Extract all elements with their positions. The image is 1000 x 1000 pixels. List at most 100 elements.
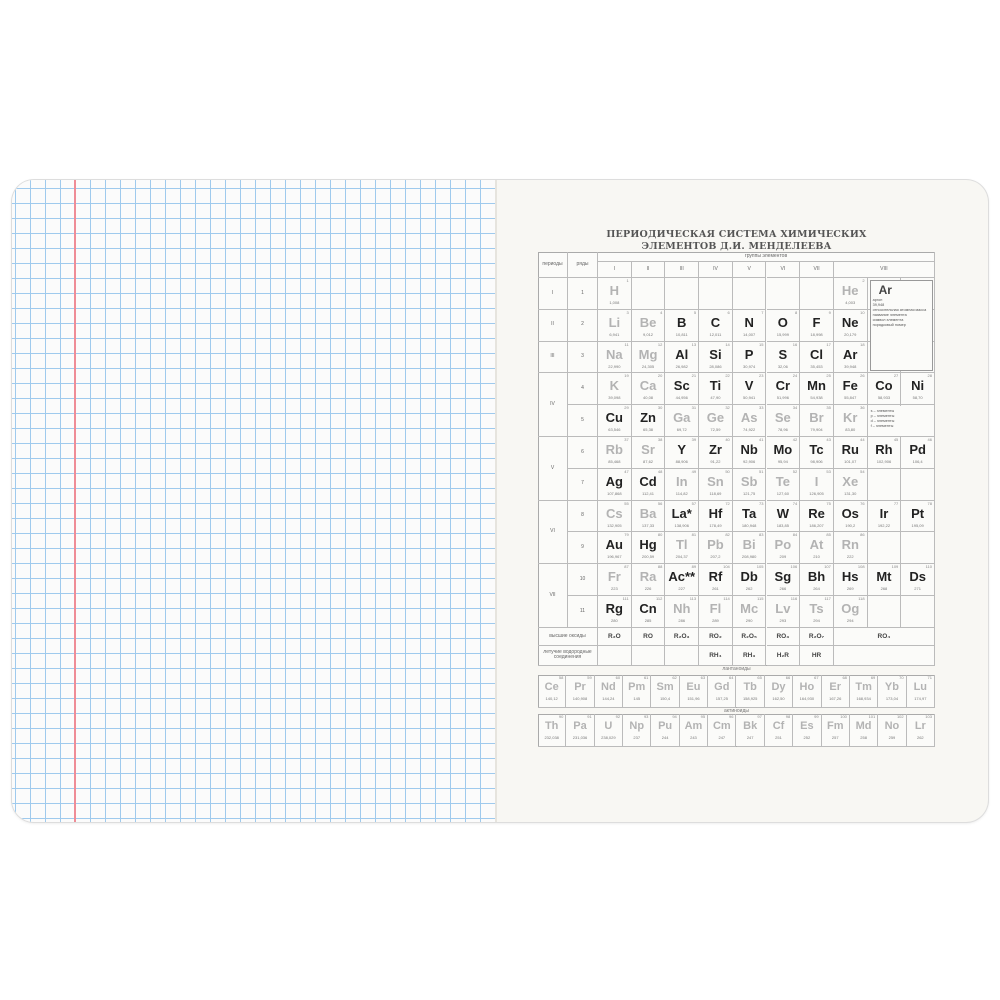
atomic-number: 88 — [657, 564, 663, 570]
atomic-number: 69 — [870, 675, 876, 680]
element-cell: 14 Si 28,086 — [699, 341, 733, 374]
element-cell: 47 Ag 107,868 — [598, 468, 632, 501]
element-cell: 86 Rn 222 — [833, 532, 868, 565]
atomic-number: 32 — [725, 405, 730, 411]
element-symbol: Mt — [876, 569, 892, 585]
element-symbol: Ne — [841, 314, 859, 330]
element-cell: 16 S 32,06 — [766, 341, 801, 374]
atomic-mass: 30,974 — [743, 363, 756, 369]
atomic-mass: 204,37 — [675, 554, 688, 560]
atomic-number: 27 — [893, 373, 899, 379]
element-cell: 118 Og 294 — [833, 596, 868, 628]
atomic-mass: 118,69 — [709, 490, 722, 496]
atomic-mass: 144,24 — [602, 696, 615, 701]
legend-symbol: Ar — [878, 283, 892, 297]
atomic-mass: 168,934 — [856, 696, 871, 701]
element-symbol: Cn — [639, 601, 657, 616]
atomic-mass: 18,998 — [810, 331, 823, 337]
element-cell: 13 Al 26,982 — [665, 341, 700, 374]
oxide-formula: R₂O — [598, 627, 632, 646]
atomic-number: 114 — [723, 596, 730, 601]
atomic-mass: 293 — [779, 618, 787, 623]
atomic-number: 52 — [792, 468, 798, 474]
atomic-number: 39 — [691, 437, 697, 442]
element-symbol: Os — [841, 505, 859, 521]
lanthanides-row: 58 Ce 140,12 59 Pr 140,908 60 Nd 144,24 61 Pm 145 62… — [538, 675, 935, 708]
table-title-line1: ПЕРИОДИЧЕСКАЯ СИСТЕМА ХИМИЧЕСКИХ — [606, 229, 867, 240]
element-cell: 73 Ta 180,948 — [732, 500, 767, 533]
atomic-mass: 35,453 — [810, 363, 823, 369]
atomic-mass: 173,04 — [885, 696, 899, 701]
row-label: 7 — [568, 468, 598, 501]
element-cell: 49 In 114,82 — [665, 468, 700, 501]
element-cell: 76 Os 190,2 — [833, 500, 868, 533]
atomic-number: 108 — [857, 564, 865, 570]
element-cell: 106 Sg 266 — [766, 564, 801, 596]
element-cell: 90 Th 232,038 — [538, 714, 567, 747]
atomic-number: 45 — [893, 437, 899, 442]
atomic-number: 97 — [757, 714, 762, 719]
atomic-mass: 83,80 — [845, 427, 856, 433]
row-label: 5 — [568, 405, 598, 437]
element-cell: 56 Ba 137,33 — [631, 500, 666, 533]
element-symbol: Ge — [706, 410, 725, 426]
atomic-mass: 200,59 — [641, 554, 655, 560]
atomic-number: 117 — [824, 596, 831, 601]
atomic-number: 64 — [729, 675, 734, 680]
atomic-number: 21 — [691, 373, 697, 379]
element-symbol: Mg — [638, 346, 658, 362]
group-header: III — [665, 262, 700, 278]
atomic-number: 81 — [691, 532, 697, 538]
empty-cell — [901, 532, 935, 565]
element-symbol: Np — [629, 720, 645, 732]
legend-box: Ar аргон 39,948 относительная атомная масса… — [869, 280, 933, 372]
element-cell: 97 Bk 247 — [736, 714, 765, 747]
hydride-formula — [665, 645, 700, 666]
atomic-mass: 261 — [712, 586, 719, 592]
element-symbol: Zr — [708, 442, 722, 457]
element-cell: 19 K 39,098 — [598, 373, 632, 406]
element-symbol: Mn — [807, 378, 826, 394]
element-cell: 26 Fe 55,847 — [833, 373, 868, 406]
atomic-mass: 257 — [831, 735, 839, 740]
block-legend-item: f – элементы — [870, 424, 894, 429]
element-symbol: Bi — [742, 537, 756, 553]
element-cell: 34 Se 78,96 — [766, 405, 801, 437]
row-label: 9 — [568, 532, 598, 565]
element-cell: 108 Hs 269 — [833, 564, 868, 596]
element-symbol: Na — [606, 346, 623, 362]
element-cell: 57 La* 138,906 — [665, 500, 700, 533]
element-cell: 95 Am 243 — [679, 714, 709, 747]
element-cell: 29 Cu 63,546 — [598, 405, 632, 437]
element-cell: 115 Mc 290 — [732, 596, 767, 628]
atomic-number: 71 — [927, 675, 932, 680]
element-symbol: Fm — [826, 720, 844, 732]
element-symbol: Md — [855, 720, 872, 732]
element-cell: 77 Ir 192,22 — [867, 500, 902, 533]
element-cell: 100 Fm 257 — [821, 714, 850, 747]
atomic-mass: 247 — [746, 735, 754, 740]
element-cell: 39 Y 88,906 — [665, 437, 700, 469]
atomic-number: 68 — [842, 675, 847, 680]
element-cell: 113 Nh 286 — [665, 596, 700, 628]
element-cell: 70 Yb 173,04 — [878, 675, 907, 708]
atomic-mass: 10,811 — [675, 331, 688, 337]
element-symbol: Fl — [709, 601, 722, 616]
element-symbol: Lv — [775, 601, 791, 616]
atomic-mass: 208,980 — [741, 554, 757, 560]
legend-label: порядковый номер — [872, 323, 906, 327]
row-label: 6 — [568, 437, 598, 469]
atomic-number: 37 — [624, 437, 629, 442]
atomic-number: 79 — [624, 532, 629, 538]
element-cell: 5 B 10,811 — [665, 309, 700, 342]
atomic-mass: 69,72 — [676, 427, 687, 433]
element-symbol: Pd — [909, 442, 926, 457]
period-label: II — [538, 309, 568, 342]
element-cell: 65 Tb 158,925 — [736, 675, 765, 708]
atomic-mass: 85,468 — [608, 459, 621, 464]
atomic-number: 2 — [862, 278, 865, 283]
element-symbol: Co — [875, 378, 893, 394]
atomic-mass: 47,90 — [710, 395, 721, 401]
atomic-mass: 88,906 — [675, 459, 688, 464]
atomic-number: 51 — [759, 468, 764, 474]
